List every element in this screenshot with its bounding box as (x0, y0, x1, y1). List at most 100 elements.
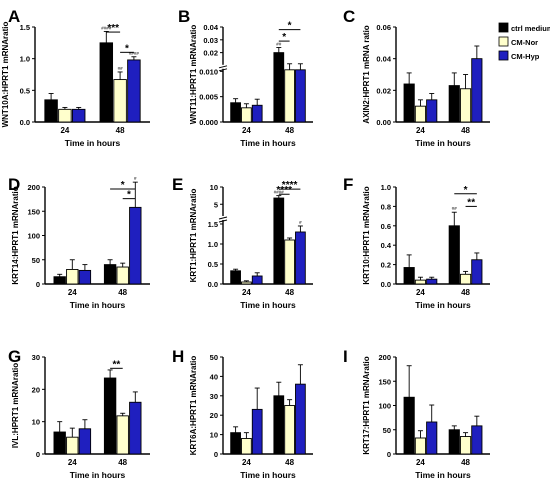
bar (273, 52, 285, 123)
y-axis-label: KRT10:HPRT1 mRNAratio (362, 186, 371, 284)
y-tick-label: 20 (32, 385, 40, 394)
bar (295, 69, 306, 123)
y-tick-label: 30 (32, 353, 40, 362)
x-tick-label: 24 (68, 288, 77, 297)
y-tick-label: 0.02 (376, 86, 391, 95)
y-tick-label: 50 (383, 426, 391, 435)
x-tick-label: 48 (118, 458, 127, 467)
bar (230, 102, 241, 123)
significance-mark: # (134, 176, 137, 181)
y-tick-label: 0.8 (381, 202, 391, 211)
bar (44, 99, 58, 123)
y-tick-label: 0.5 (208, 260, 218, 269)
y-tick-label: 0.000 (199, 118, 218, 127)
y-tick-label: 0 (387, 450, 391, 459)
x-axis-label: Time in hours (70, 300, 126, 310)
y-tick-label: 150 (378, 377, 391, 386)
bar (414, 105, 427, 123)
bar (241, 107, 252, 123)
bar (103, 264, 117, 285)
x-tick-label: 24 (68, 458, 77, 467)
axis-break-mark (218, 65, 228, 69)
panel-a: A 0.0 0.5 1.0 1.5 WNT10A:HPRT1 mRNAratio 24 48 T… (1, 7, 150, 148)
bracket-label: *** (107, 23, 119, 34)
bar (251, 104, 263, 123)
x-axis-label: Time in hours (415, 138, 471, 148)
y-tick-label: 0 (36, 450, 40, 459)
y-tick-label: 0 (36, 280, 40, 289)
bar (116, 266, 129, 285)
bracket-label: * (127, 190, 131, 201)
bar (129, 206, 142, 285)
bracket-label: **** (276, 185, 292, 196)
x-axis-label: Time in hours (65, 138, 121, 148)
bar (53, 431, 66, 455)
bar (448, 225, 460, 285)
bar (241, 281, 252, 285)
bar (251, 408, 263, 455)
bar (66, 436, 79, 455)
bracket-label: * (288, 21, 292, 32)
y-tick-label: 150 (27, 207, 40, 216)
bar (78, 269, 92, 285)
y-axis-label: KRT1:HPRT1 mRNAratio (189, 189, 198, 283)
bar (71, 108, 86, 123)
y-tick-label: 1.5 (20, 23, 30, 32)
x-tick-label: 48 (116, 126, 125, 135)
legend-swatch (498, 22, 509, 33)
bracket-label: * (121, 180, 125, 191)
x-tick-label: 48 (461, 288, 470, 297)
y-axis-label: KRT14:HPRT1 mRNAratio (11, 186, 20, 284)
y-axis-label: KRT17:HPRT1 mRNAratio (362, 356, 371, 454)
legend-swatch (498, 36, 509, 47)
bar (448, 85, 460, 123)
bracket-label: **** (282, 180, 298, 191)
y-tick-label: 0.0 (381, 280, 391, 289)
x-tick-label: 48 (118, 288, 127, 297)
y-axis-label: WNT10A:HPRT1 mRNAratio (1, 22, 10, 128)
axis-break-mark (218, 216, 228, 220)
axis-break-mark (218, 68, 228, 72)
bar (471, 425, 483, 455)
bracket-label: * (282, 32, 286, 43)
y-tick-label: 0.0 (208, 280, 218, 289)
y-tick-label: 1.0 (208, 240, 218, 249)
significance-mark: #### (129, 51, 140, 56)
panel-d: D 0 50 100 150 200 KRT14:HPRT1 mRNAratio 24 48 Ti… (8, 175, 150, 310)
y-tick-label: 0.04 (203, 23, 218, 32)
y-axis-label: AXIN2:HPRT1 mRNA ratio (362, 25, 371, 123)
panel-letter: A (8, 7, 20, 26)
y-tick-label: 1.0 (381, 183, 391, 192)
bar (273, 395, 285, 455)
significance-mark: ## (452, 206, 458, 211)
bar (403, 83, 415, 123)
y-tick-label: 30 (210, 392, 218, 401)
panel-b: B 0.000 0.005 0.010 0.02 0.03 0.04 WNT11:HPRT1 … (178, 7, 313, 148)
panel-c: C 0.00 0.02 0.04 0.06 AXIN2:HPRT1 mRNA ratio 2… (343, 7, 490, 148)
bar (459, 88, 472, 123)
significance-mark: #### (274, 190, 285, 195)
bar (230, 432, 241, 455)
panel-e: E 0.0 0.5 1.0 1.5 5 10 KRT1:HPRT1 mRNAratio 24 48… (172, 175, 313, 310)
bar (66, 269, 79, 285)
bar (426, 278, 438, 285)
y-tick-label: 0.0 (20, 118, 30, 127)
bar (414, 437, 427, 455)
legend-swatch (498, 50, 509, 61)
bar (448, 429, 460, 455)
x-axis-label: Time in hours (415, 470, 471, 480)
bracket-label: * (125, 43, 129, 54)
x-tick-label: 24 (416, 288, 425, 297)
y-axis-label: KRT6A:HPRT1 mRNAratio (189, 356, 198, 456)
bar (251, 275, 263, 285)
y-tick-label: 10 (32, 418, 40, 427)
bar (241, 438, 252, 455)
y-tick-label: 50 (32, 256, 40, 265)
bar (459, 436, 472, 455)
y-tick-label: 0.06 (376, 23, 391, 32)
panel-f: F 0.0 0.2 0.4 0.6 0.8 1.0 KRT10:HPRT1 mRNAratio… (343, 175, 490, 310)
x-tick-label: 24 (416, 458, 425, 467)
y-tick-label: 0.03 (203, 36, 218, 45)
panel-g: G 0 10 20 30 IVL:HPRT1 mRNAratio 24 48 Time in h… (8, 347, 150, 480)
x-axis-label: Time in hours (240, 470, 296, 480)
